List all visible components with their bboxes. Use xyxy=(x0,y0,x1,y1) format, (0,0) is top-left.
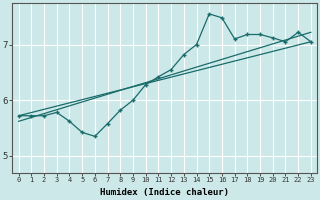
X-axis label: Humidex (Indice chaleur): Humidex (Indice chaleur) xyxy=(100,188,229,197)
